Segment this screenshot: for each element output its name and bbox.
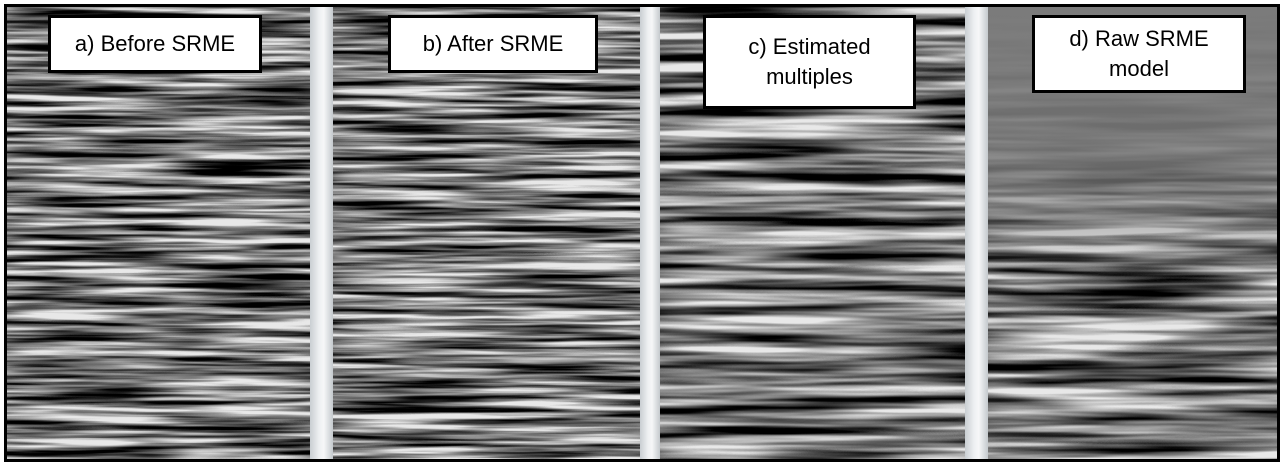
- seismic-panel: [7, 7, 310, 459]
- seismic-image: [7, 7, 310, 459]
- label-line: d) Raw SRME: [1069, 26, 1209, 51]
- seismic-panel: [333, 7, 640, 459]
- panel-label: c) Estimated multiples: [703, 15, 916, 109]
- label-line: a) Before SRME: [74, 31, 236, 56]
- label-line: b) After SRME: [422, 31, 564, 56]
- label-line: model: [1109, 56, 1169, 81]
- panel-label: d) Raw SRME model: [1032, 15, 1246, 93]
- figure-frame: a) Before SRME b) After SRME: [4, 4, 1280, 462]
- panel-label: b) After SRME: [388, 15, 598, 73]
- panel-label: a) Before SRME: [48, 15, 262, 73]
- panel-separator: [965, 7, 988, 459]
- panel-separator: [310, 7, 333, 459]
- reflection-texture: [333, 7, 640, 459]
- label-line: c) Estimated: [748, 34, 871, 59]
- seismic-image: [333, 7, 640, 459]
- reflection-texture: [7, 7, 310, 459]
- panel-separator: [640, 7, 660, 459]
- label-line: multiples: [766, 64, 853, 89]
